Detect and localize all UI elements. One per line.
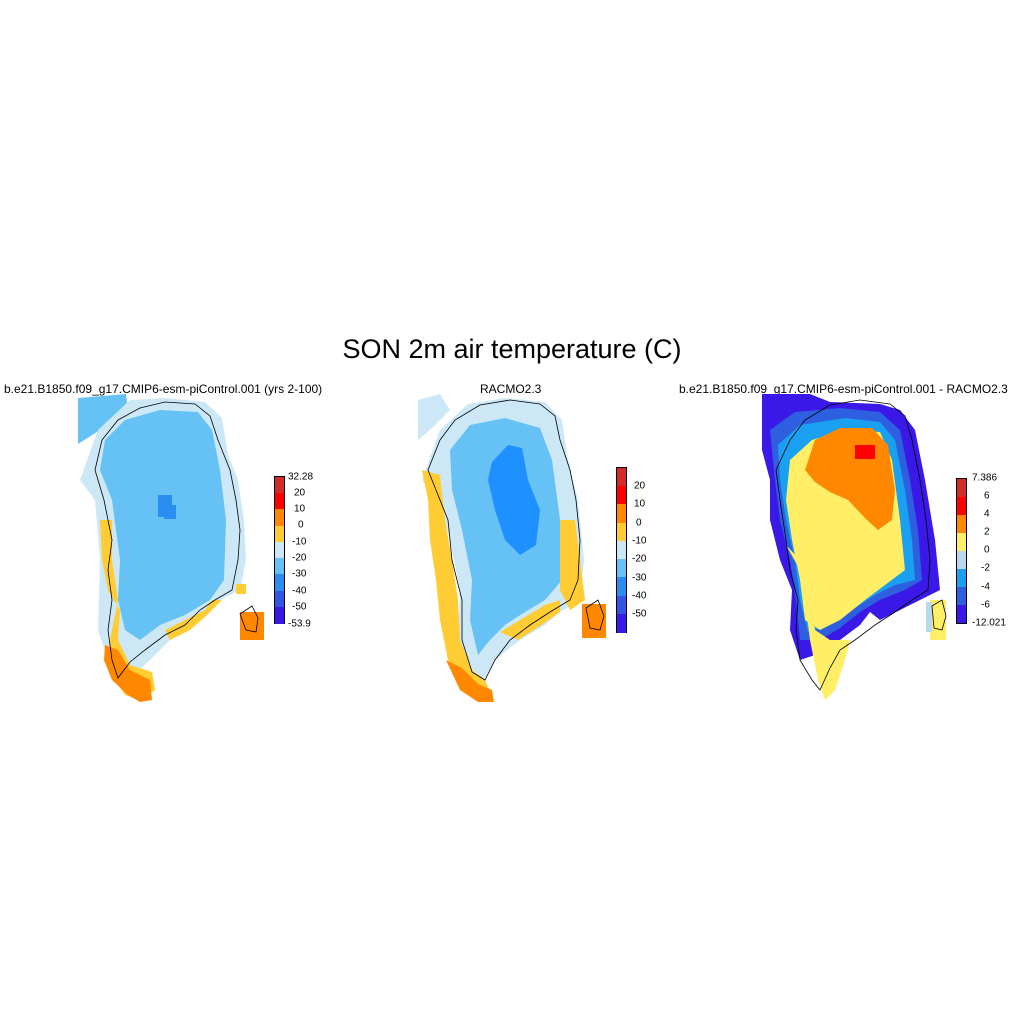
colorbar-2-label: 20 [634, 480, 646, 492]
panel-1-title: b.e21.B1850.f09_g17.CMIP6-esm-piControl.… [4, 382, 323, 396]
colorbar-panel-2: 20 10 0 -10 -20 -30 -40 -50 [616, 467, 676, 637]
colorbar-1-swatch [275, 509, 284, 527]
figure-title: SON 2m air temperature (C) [342, 334, 682, 364]
colorbar-3-label: 2 [984, 526, 990, 538]
colorbar-1-swatch [275, 525, 284, 543]
colorbar-2-label: -30 [632, 572, 647, 584]
colorbar-1-label: -20 [292, 552, 307, 564]
colorbar-3-label: -12.021 [972, 617, 1006, 629]
colorbar-3-swatch [957, 605, 966, 623]
colorbar-1-label: 0 [298, 519, 304, 531]
colorbar-3-label: -2 [981, 562, 990, 574]
colorbar-3-label: 4 [984, 508, 990, 520]
colorbar-2-label: -20 [632, 553, 647, 565]
map-panel-2 [418, 394, 606, 702]
colorbar-2-swatch [617, 486, 626, 506]
colorbar-2-label: -50 [632, 608, 647, 620]
colorbar-2-swatch [617, 613, 626, 633]
colorbar-2-label: 10 [634, 498, 646, 510]
colorbar-3-label: 6 [984, 490, 990, 502]
colorbar-1-swatch [275, 558, 284, 576]
colorbar-2-swatch [617, 559, 626, 579]
colorbar-2-swatch [617, 577, 626, 597]
colorbar-2-label: 0 [636, 517, 642, 529]
colorbar-1-label: 20 [294, 487, 306, 499]
colorbar-1-label: -50 [292, 601, 307, 613]
map-panel-1 [78, 394, 264, 702]
colorbar-1-label: -30 [292, 568, 307, 580]
colorbar-3-label: -4 [981, 581, 990, 593]
colorbar-1-label: 10 [294, 503, 306, 515]
colorbar-2-label: -40 [632, 590, 647, 602]
colorbar-1-swatch [275, 606, 284, 624]
colorbar-1-swatch [275, 590, 284, 608]
colorbar-2-label: -10 [632, 535, 647, 547]
colorbar-3-swatch [957, 551, 966, 569]
colorbar-1-swatch [275, 541, 284, 559]
colorbar-3-swatch [957, 479, 966, 497]
panel-3-title: b.e21.B1850.f09_g17.CMIP6-esm-piControl.… [679, 382, 1008, 396]
colorbar-1-swatch [275, 574, 284, 592]
colorbar-1-label: -10 [292, 536, 307, 548]
colorbar-1-swatch [275, 493, 284, 511]
colorbar-3-label: 0 [984, 544, 990, 556]
colorbar-1-swatch [275, 477, 284, 494]
colorbar-3-swatch [957, 515, 966, 533]
colorbar-1-label: -53.9 [288, 618, 311, 630]
colorbar-3-swatch [957, 587, 966, 605]
colorbar-3-swatch [957, 569, 966, 587]
colorbar-3-swatch [957, 497, 966, 515]
colorbar-panel-3: 7.386 6 4 2 0 -2 -4 -6 -12.021 [956, 473, 1024, 629]
colorbar-2-swatch [617, 595, 626, 615]
colorbar-3-swatch [957, 533, 966, 551]
panel-2-title: RACMO2.3 [480, 382, 542, 396]
colorbar-3-label: 7.386 [972, 472, 998, 484]
map-panel-3 [762, 394, 947, 700]
colorbar-2-swatch [617, 522, 626, 542]
colorbar-panel-1: 32.28 20 10 0 -10 -20 -30 -40 -50 -53.9 [274, 472, 334, 630]
colorbar-2-swatch [617, 504, 626, 524]
colorbar-1-label: 32.28 [288, 471, 314, 483]
colorbar-3-label: -6 [981, 599, 990, 611]
colorbar-2-swatch [617, 468, 626, 487]
colorbar-2-swatch [617, 540, 626, 560]
colorbar-1-label: -40 [292, 585, 307, 597]
